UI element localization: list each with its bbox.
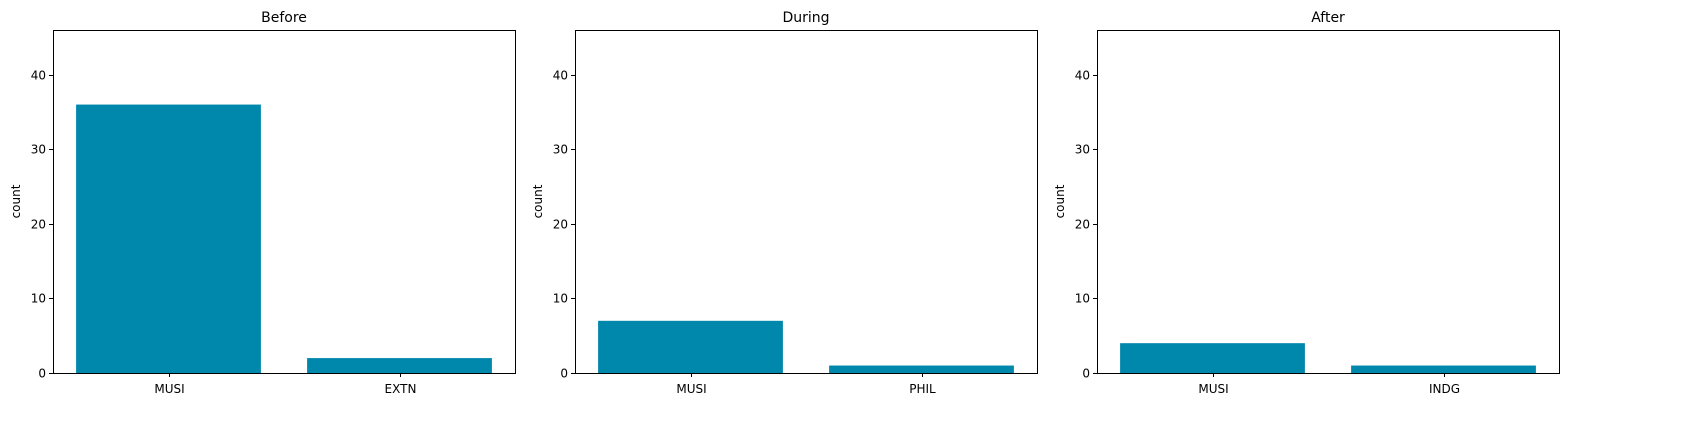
bar-phil (829, 365, 1014, 373)
y-tick-label: 10 (1075, 292, 1090, 306)
y-axis-label: count (1053, 184, 1067, 218)
y-axis-label: count (531, 184, 545, 218)
bar-musi (76, 104, 261, 373)
subplot-after: 0 10 20 30 40 MUSI INDG After count (1053, 10, 1560, 396)
y-tick-label: 10 (553, 292, 568, 306)
x-tick-label: PHIL (909, 382, 936, 396)
y-tick-label: 20 (553, 218, 568, 232)
bar-extn (307, 358, 492, 373)
x-tick-label: MUSI (1198, 382, 1228, 396)
x-tick-label: MUSI (154, 382, 184, 396)
y-tick-label: 40 (1075, 69, 1090, 83)
bar-indg (1351, 365, 1536, 373)
y-tick-label: 0 (1082, 367, 1090, 381)
y-tick-label: 40 (31, 69, 46, 83)
axes-frame (575, 30, 1038, 374)
y-tick-label: 40 (553, 69, 568, 83)
bar-musi (598, 320, 783, 373)
y-tick-label: 30 (553, 143, 568, 157)
y-tick-label: 30 (1075, 143, 1090, 157)
bar-musi (1120, 343, 1305, 373)
x-tick-label: EXTN (385, 382, 417, 396)
subplot-before: 0 10 20 30 40 MUSI EXTN Before count (9, 10, 516, 396)
y-tick-label: 20 (31, 218, 46, 232)
y-axis-label: count (9, 184, 23, 218)
y-tick-label: 30 (31, 143, 46, 157)
axes-frame (1097, 30, 1560, 374)
y-tick-label: 20 (1075, 218, 1090, 232)
chart-title: After (1311, 10, 1345, 26)
x-tick-label: INDG (1429, 382, 1460, 396)
chart-title: During (782, 10, 829, 26)
axes-frame (53, 30, 516, 374)
y-tick-label: 10 (31, 292, 46, 306)
chart-title: Before (261, 10, 307, 26)
subplot-during: 0 10 20 30 40 MUSI PHIL During count (531, 10, 1038, 396)
y-tick-label: 0 (560, 367, 568, 381)
x-tick-label: MUSI (676, 382, 706, 396)
y-tick-label: 0 (38, 367, 46, 381)
